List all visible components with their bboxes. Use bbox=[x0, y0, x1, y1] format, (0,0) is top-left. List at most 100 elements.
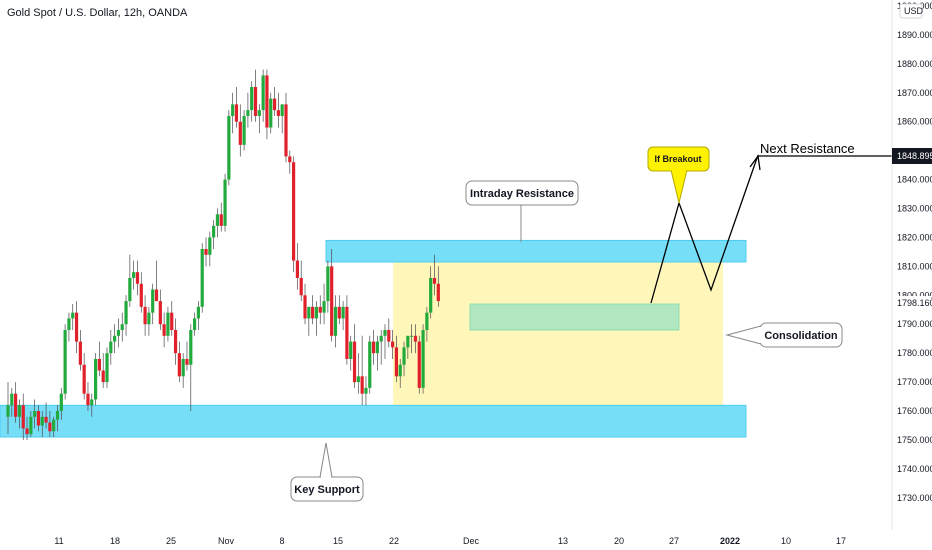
candle-body bbox=[71, 312, 75, 319]
candle bbox=[143, 295, 147, 336]
consolidation-joint bbox=[758, 327, 762, 343]
price-tick-label: 1860.000 bbox=[897, 117, 932, 127]
candle-body bbox=[364, 387, 368, 394]
intraday-resistance-zone[interactable] bbox=[325, 239, 747, 263]
candles-layer bbox=[6, 69, 440, 440]
candle-body bbox=[14, 393, 18, 417]
candle-body bbox=[352, 341, 357, 383]
candle-body bbox=[25, 428, 29, 435]
candle-body bbox=[322, 301, 326, 313]
candle bbox=[86, 382, 90, 412]
next-resistance-price-tag-bg bbox=[892, 148, 932, 164]
current-price-tag-bg bbox=[893, 296, 931, 310]
candle bbox=[284, 92, 288, 163]
candle bbox=[292, 156, 296, 273]
candle bbox=[360, 335, 364, 406]
price-tick-label: 1740.000 bbox=[897, 464, 932, 474]
candle bbox=[379, 330, 383, 365]
candle-body bbox=[151, 289, 155, 313]
candle bbox=[280, 104, 284, 134]
key-support-zone[interactable] bbox=[0, 404, 747, 438]
candle-body bbox=[33, 411, 37, 417]
candle-body bbox=[227, 115, 231, 180]
candle bbox=[128, 254, 132, 307]
candle-body bbox=[44, 416, 48, 423]
price-tick-label: 1730.000 bbox=[897, 493, 932, 503]
candle bbox=[227, 110, 231, 186]
candle bbox=[299, 260, 303, 302]
consolidation-label: Consolidation bbox=[764, 330, 838, 342]
candle bbox=[250, 81, 254, 122]
candle-body bbox=[139, 283, 143, 307]
candle bbox=[109, 330, 113, 365]
candle-body bbox=[307, 306, 311, 319]
consolidation-callout[interactable]: Consolidation bbox=[725, 322, 843, 348]
candle-body bbox=[238, 121, 242, 145]
time-axis[interactable]: 11 18 25 Nov 8 15 22 Dec 13 20 27 2022 10 17 bbox=[54, 536, 846, 546]
candle bbox=[25, 416, 29, 440]
candle bbox=[196, 301, 200, 331]
candle-body bbox=[181, 358, 185, 377]
candle-body bbox=[105, 353, 109, 383]
candle-body bbox=[413, 335, 418, 342]
if-breakout-label: If Breakout bbox=[654, 154, 701, 164]
zones-layer bbox=[0, 239, 747, 438]
candle-body bbox=[417, 341, 421, 388]
candle bbox=[52, 416, 56, 438]
price-tick-label: 1760.000 bbox=[897, 406, 932, 416]
candle-body bbox=[349, 341, 353, 359]
candle-body bbox=[59, 393, 63, 412]
time-tick-label: 10 bbox=[781, 536, 791, 546]
candle-body bbox=[288, 156, 292, 163]
candle-body bbox=[82, 364, 86, 394]
candle bbox=[337, 295, 341, 325]
candle bbox=[364, 376, 368, 406]
currency-badge-box bbox=[899, 3, 923, 19]
candle-body bbox=[55, 411, 60, 420]
consolidation-pointer bbox=[725, 325, 762, 345]
candle-body bbox=[432, 277, 437, 284]
candle bbox=[124, 295, 128, 336]
candle-body bbox=[436, 283, 440, 302]
candle-body bbox=[303, 295, 307, 319]
price-axis[interactable]: 1730.000 1740.000 1750.000 1760.000 1770.000… bbox=[897, 1, 932, 503]
breakout-zone[interactable] bbox=[469, 303, 680, 331]
candle bbox=[295, 243, 300, 290]
candle bbox=[93, 353, 98, 406]
key-support-joint bbox=[321, 475, 331, 479]
key-support-pointer bbox=[319, 442, 333, 478]
price-tick-label: 1880.000 bbox=[897, 59, 932, 69]
candle bbox=[59, 387, 63, 420]
currency-badge[interactable]: USD bbox=[899, 3, 924, 19]
candle bbox=[36, 405, 41, 432]
key-support-callout[interactable]: Key Support bbox=[290, 442, 364, 502]
if-breakout-pointer bbox=[670, 169, 688, 204]
candle-body bbox=[154, 289, 159, 302]
candle-body bbox=[318, 306, 322, 313]
candle bbox=[333, 295, 338, 348]
candle bbox=[368, 335, 372, 394]
candle bbox=[383, 324, 387, 359]
candle bbox=[429, 266, 433, 319]
candle bbox=[154, 260, 159, 302]
candle-body bbox=[109, 341, 113, 354]
candle-body bbox=[246, 110, 250, 116]
consolidation-zone[interactable] bbox=[393, 262, 723, 406]
candle bbox=[345, 295, 349, 365]
candle bbox=[246, 92, 250, 128]
candle-body bbox=[326, 266, 330, 302]
candle-body bbox=[36, 411, 41, 426]
intraday-resistance-callout[interactable]: Intraday Resistance bbox=[465, 180, 579, 242]
candle-body bbox=[219, 214, 223, 226]
candle bbox=[406, 335, 410, 359]
price-tick-label: 1770.000 bbox=[897, 377, 932, 387]
candle bbox=[349, 335, 353, 371]
if-breakout-callout[interactable]: If Breakout bbox=[647, 146, 710, 204]
candle bbox=[265, 69, 269, 140]
candle bbox=[105, 347, 109, 388]
candle-body bbox=[120, 324, 124, 331]
price-tick-label: 1790.000 bbox=[897, 319, 932, 329]
candle bbox=[29, 411, 33, 438]
candle bbox=[425, 306, 429, 342]
